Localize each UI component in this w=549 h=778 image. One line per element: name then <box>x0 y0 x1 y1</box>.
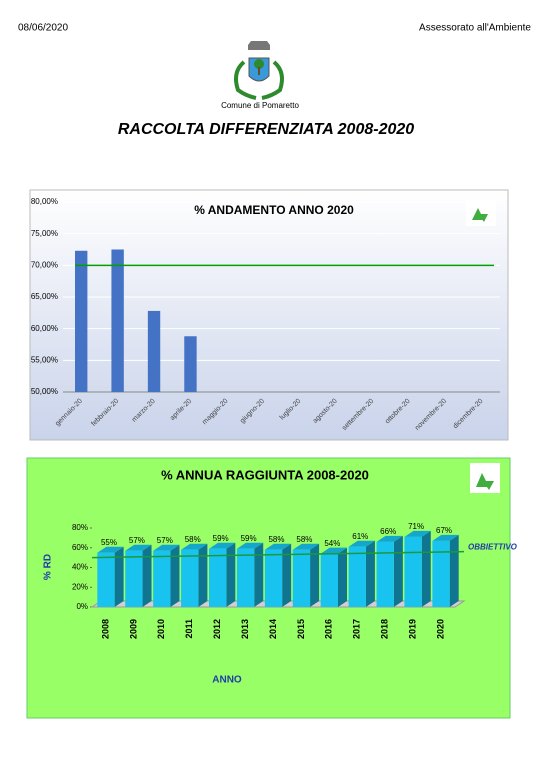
bar-side <box>282 543 292 607</box>
logo-caption: Comune di Pomaretto <box>221 101 299 110</box>
x-tick-label: 2016 <box>324 619 334 639</box>
value-label: 58% <box>185 535 201 544</box>
bar-top <box>208 542 236 549</box>
target-line <box>91 550 465 559</box>
bar-side <box>365 540 375 607</box>
bar-top <box>292 543 320 550</box>
value-label: 59% <box>213 534 229 543</box>
value-label: 58% <box>268 535 284 544</box>
chart-title: % ANNUA RAGGIUNTA 2008-2020 <box>161 467 369 482</box>
value-label: 54% <box>324 539 340 548</box>
bar <box>97 552 115 607</box>
bar-side <box>170 544 180 607</box>
bar-top <box>348 540 375 547</box>
bar <box>181 549 199 607</box>
bar <box>125 550 143 607</box>
bar-side <box>142 544 152 607</box>
y-tick-label: 50,00% <box>31 387 58 396</box>
x-tick-label: 2020 <box>435 619 445 639</box>
value-label: 57% <box>157 536 173 545</box>
bar-top <box>376 535 403 542</box>
y-tick-label: 80,00% <box>31 197 58 206</box>
bar-side <box>198 543 208 607</box>
x-tick-label: 2008 <box>100 619 110 639</box>
logo <box>234 41 284 100</box>
bar <box>236 548 255 607</box>
value-label: 59% <box>241 534 257 543</box>
y-tick-label: 20% <box>72 582 88 591</box>
value-label: 71% <box>408 522 424 531</box>
target-label: OBBIETTIVO <box>468 543 518 552</box>
bar <box>208 548 227 607</box>
value-label: 66% <box>380 527 396 536</box>
y-axis-title: % RD <box>43 554 54 580</box>
x-tick-label: 2017 <box>352 619 362 639</box>
value-label: 58% <box>296 535 312 544</box>
x-tick-label: 2013 <box>240 619 250 639</box>
bar <box>184 336 197 392</box>
bar <box>432 540 450 607</box>
y-tick-label: 60% <box>72 543 88 552</box>
chart-frame <box>29 189 509 441</box>
bar-top <box>236 542 264 549</box>
y-tick-label: 75,00% <box>31 229 58 238</box>
bar <box>292 549 311 607</box>
bar-top <box>320 547 348 554</box>
bar-top <box>125 544 152 551</box>
bar-side <box>114 546 124 607</box>
x-tick-label: 2010 <box>156 619 166 639</box>
bar-top <box>404 530 431 537</box>
bar <box>111 249 124 392</box>
bar <box>75 250 88 392</box>
y-tick-label: 0% <box>76 602 88 611</box>
y-tick-label: 70,00% <box>31 260 58 269</box>
value-label: 67% <box>436 526 452 535</box>
department: Assessorato all'Ambiente <box>419 23 531 34</box>
bar <box>320 553 339 607</box>
y-tick-label: 40% <box>72 563 88 572</box>
x-tick-label: 2009 <box>128 619 138 639</box>
x-tick-label: 2015 <box>296 619 306 639</box>
bar-top <box>264 543 292 550</box>
bar <box>348 546 366 607</box>
x-tick-label: 2014 <box>268 619 278 639</box>
value-label: 61% <box>352 532 368 541</box>
bar <box>147 310 161 392</box>
bar <box>264 549 283 607</box>
x-tick-label: 2012 <box>212 619 222 639</box>
chart-title: % ANDAMENTO ANNO 2020 <box>194 203 354 217</box>
bar-side <box>310 543 320 607</box>
doc-title: RACCOLTA DIFFERENZIATA 2008-2020 <box>118 121 414 138</box>
bar-side <box>393 535 403 607</box>
value-label: 55% <box>101 538 117 547</box>
bar-top <box>153 544 180 551</box>
bar-side <box>421 530 431 607</box>
x-tick-label: 2019 <box>407 619 417 639</box>
bar-side <box>226 542 236 607</box>
bar-top <box>432 534 459 541</box>
y-tick-label: 60,00% <box>31 324 58 333</box>
y-tick-label: 65,00% <box>31 292 58 301</box>
bar-top <box>97 546 124 553</box>
bar-side <box>338 547 348 607</box>
y-tick-label: 55,00% <box>31 355 58 364</box>
bar-side <box>449 534 459 607</box>
recycle-icon <box>466 200 500 493</box>
bar <box>153 550 171 607</box>
bar-side <box>254 542 264 607</box>
bar-top <box>181 543 208 550</box>
x-tick-label: 2011 <box>184 619 194 639</box>
x-axis-title: ANNO <box>212 675 242 686</box>
bar <box>404 536 422 607</box>
y-tick-label: 80% <box>72 523 88 532</box>
x-tick-label: 2018 <box>380 619 390 639</box>
bar <box>376 541 394 607</box>
value-label: 57% <box>129 536 145 545</box>
date: 08/06/2020 <box>18 23 68 34</box>
